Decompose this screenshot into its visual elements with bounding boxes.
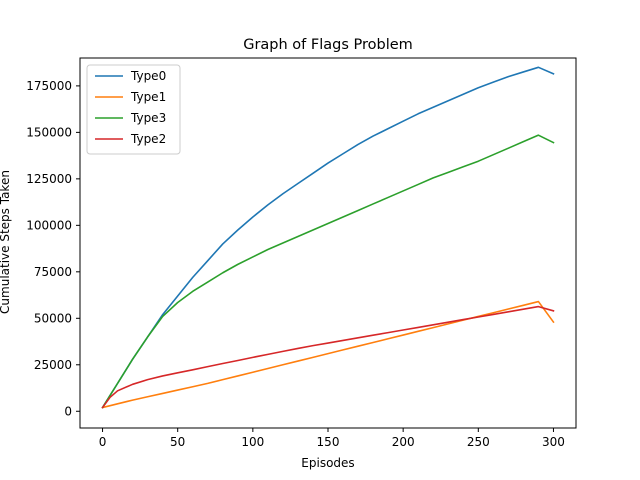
y-tick-label: 175000 xyxy=(26,79,72,93)
plot-area xyxy=(101,66,555,409)
x-tick-label: 50 xyxy=(170,435,185,449)
x-axis-title: Episodes xyxy=(301,456,354,470)
legend-label-type1: Type1 xyxy=(130,90,166,104)
y-tick-label: 150000 xyxy=(26,125,72,139)
x-tick-label: 0 xyxy=(99,435,107,449)
y-tick-label: 50000 xyxy=(34,311,72,325)
x-tick-label: 150 xyxy=(317,435,340,449)
legend-label-type3: Type3 xyxy=(130,111,166,125)
y-tick-label: 125000 xyxy=(26,172,72,186)
y-axis-title: Cumulative Steps Taken xyxy=(0,170,12,314)
legend-label-type0: Type0 xyxy=(130,69,166,83)
x-tick-label: 200 xyxy=(392,435,415,449)
x-tick-label: 300 xyxy=(542,435,565,449)
y-tick-label: 0 xyxy=(64,404,72,418)
x-tick-label: 100 xyxy=(241,435,264,449)
y-tick-label: 25000 xyxy=(34,358,72,372)
axes: 0 50 100 150 200 250 300 0 25000 50000 75000 100000… xyxy=(26,57,577,449)
series-line-type2 xyxy=(101,305,555,409)
x-tick-label: 250 xyxy=(467,435,490,449)
y-tick-label: 75000 xyxy=(34,265,72,279)
chart-title: Graph of Flags Problem xyxy=(243,37,413,53)
y-tick-label: 100000 xyxy=(26,218,72,232)
legend: Type0 Type1 Type3 Type2 xyxy=(86,64,181,155)
legend-box xyxy=(86,64,181,155)
series-line-type3 xyxy=(101,134,555,409)
legend-label-type2: Type2 xyxy=(130,132,166,146)
series-line-type0 xyxy=(101,66,555,409)
